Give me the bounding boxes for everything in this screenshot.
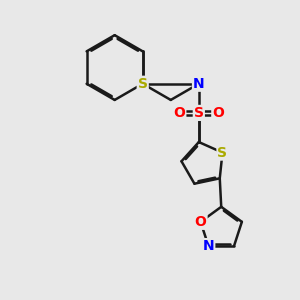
Text: N: N [193, 77, 205, 91]
Text: O: O [212, 106, 224, 120]
Text: S: S [218, 146, 227, 160]
Text: O: O [195, 215, 206, 229]
Text: O: O [173, 106, 185, 120]
Text: N: N [203, 239, 214, 253]
Text: S: S [138, 77, 148, 91]
Text: S: S [194, 106, 204, 120]
